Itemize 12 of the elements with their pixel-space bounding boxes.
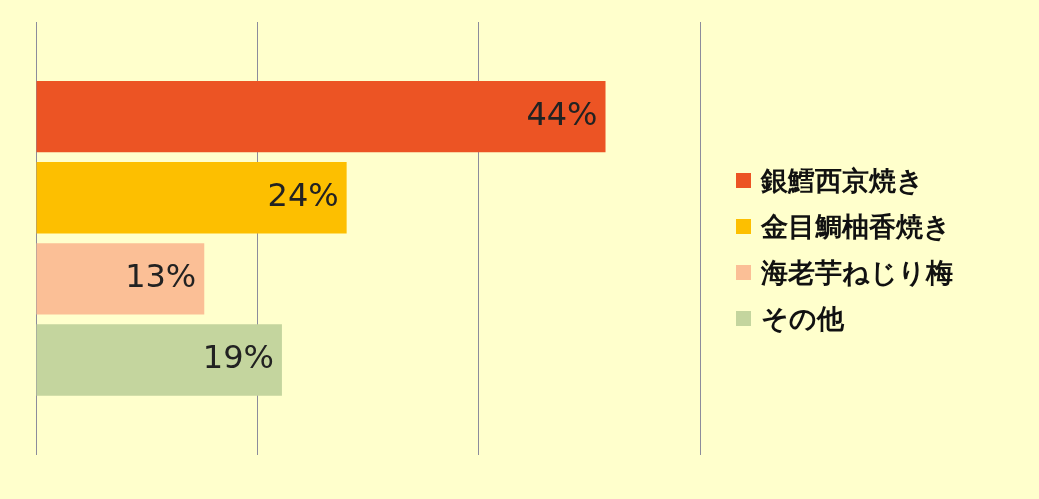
legend-label: 銀鱈西京焼き <box>761 163 924 198</box>
data-label: 24% <box>267 176 339 215</box>
bar <box>36 162 347 234</box>
bar <box>36 243 205 315</box>
data-label: 13% <box>125 257 197 296</box>
data-label: 44% <box>526 94 598 133</box>
bar <box>36 80 606 153</box>
legend-label: その他 <box>761 301 844 336</box>
legend-label: 海老芋ねじり梅 <box>761 255 953 290</box>
bar <box>36 324 282 396</box>
data-label: 19% <box>202 338 274 377</box>
legend-label: 金目鯛柚香焼き <box>761 209 951 244</box>
